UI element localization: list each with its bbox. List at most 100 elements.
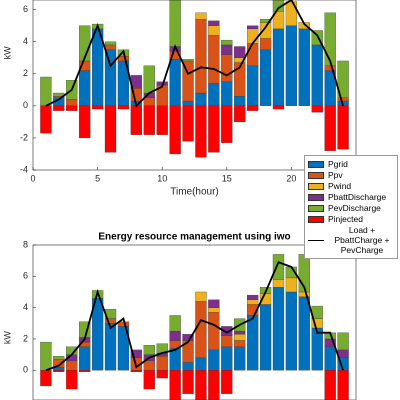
bar-segment: [221, 346, 233, 371]
bar-segment: [195, 105, 207, 158]
bar-segment: [104, 105, 117, 153]
bar-segment: [169, 59, 181, 106]
bar-segment: [195, 370, 207, 400]
y-axis-label: kW: [2, 331, 12, 345]
bar-segment: [246, 294, 259, 300]
bar-segment: [259, 49, 272, 106]
y-tick-label: 6: [23, 4, 28, 14]
y-tick-label: 0: [23, 100, 28, 110]
bar-segment: [298, 291, 310, 297]
axes-frame: [32, 0, 357, 171]
bar-segment: [53, 356, 65, 360]
bar-segment: [246, 25, 259, 30]
bar-segment: [259, 38, 272, 50]
bar-segment: [311, 105, 323, 113]
x-tick-label: 0: [30, 173, 35, 183]
bar-segment: [298, 296, 310, 371]
bar-segment: [324, 105, 336, 151]
bar-segment: [234, 46, 246, 58]
bar-segment: [156, 370, 168, 379]
x-axis-label: Time(hour): [170, 187, 219, 198]
legend-swatch: [308, 182, 324, 190]
legend-label: Pwind: [328, 181, 352, 191]
chart-title: Energy resource management using iwo: [98, 232, 290, 243]
bar-segment: [272, 287, 285, 371]
bar-segment: [195, 291, 207, 302]
bar-segment: [311, 327, 323, 371]
bar-segment: [208, 307, 220, 313]
bar-segment: [221, 54, 233, 82]
bar-segment: [208, 105, 220, 153]
bar-segment: [311, 44, 323, 106]
bar-segment: [337, 332, 349, 351]
bar-segment: [259, 304, 272, 371]
bar-segment: [169, 370, 181, 400]
bar-segment: [40, 341, 52, 371]
legend-entry: Pwind: [308, 181, 397, 191]
bar-segment: [324, 346, 336, 371]
bar-segment: [208, 312, 220, 351]
bar-segment: [259, 19, 272, 23]
bar-segment: [234, 334, 246, 341]
legend-label: Pinjected: [328, 214, 363, 224]
bar-segment: [156, 356, 168, 371]
bar-segment: [208, 25, 220, 36]
bar-segment: [40, 370, 52, 387]
bar-segment: [337, 370, 349, 400]
legend-swatch: [308, 239, 324, 241]
legend-label: Load + PbattCharge + PevCharge: [334, 225, 390, 255]
axes: [33, 0, 356, 170]
x-tick-label: 5: [95, 173, 100, 183]
bar-segment: [182, 59, 194, 62]
legend-label: Ppv: [328, 170, 343, 180]
bar-segment: [208, 370, 220, 400]
x-tick-label: 15: [222, 173, 232, 183]
y-axis-label: kW: [2, 46, 12, 60]
bar-segment: [234, 346, 246, 371]
bar-segment: [324, 12, 336, 66]
bar-segment: [53, 370, 65, 372]
bar-segment: [324, 370, 336, 400]
bar-segment: [246, 315, 259, 371]
bar-segment: [272, 254, 285, 280]
legend-swatch: [308, 215, 324, 223]
bar-segment: [143, 345, 155, 355]
legend-swatch: [308, 160, 324, 168]
y-tick-label: -2: [20, 132, 28, 142]
bar-segment: [246, 105, 259, 111]
bar-segment: [182, 100, 194, 106]
legend: Pgrid Ppv Pwind PbattDischarge PevDischarge P…: [304, 155, 398, 259]
bar-segment: [130, 370, 143, 372]
y-tick-label: -4: [20, 164, 28, 174]
y-tick-label: 4: [23, 36, 28, 46]
bar-segment: [195, 357, 207, 371]
line-series: [45, 0, 344, 108]
bar-segment: [246, 28, 259, 44]
bar-segment: [66, 105, 78, 111]
bar-segment: [272, 28, 285, 106]
bar-segment: [104, 49, 117, 106]
bar-segment: [234, 105, 246, 123]
bar-segment: [182, 362, 194, 371]
bar-segment: [208, 83, 220, 106]
legend-entry: PevDischarge: [308, 203, 397, 213]
bar-segment: [40, 105, 52, 134]
bar-segment: [195, 301, 207, 358]
bar-segment: [79, 346, 91, 371]
y-tick-label: 0: [23, 365, 28, 375]
bar-segment: [182, 105, 194, 142]
bar-segment: [195, 19, 207, 94]
bar-segment: [234, 330, 246, 335]
bar-segment: [182, 370, 194, 394]
bar-segment: [208, 35, 220, 84]
bar-segment: [246, 65, 259, 106]
bar-segment: [234, 96, 246, 106]
legend-entry: Ppv: [308, 170, 397, 180]
bar-segment: [104, 323, 117, 371]
bar-segment: [143, 370, 155, 390]
bar-segment: [195, 92, 207, 106]
x-tick-label: 20: [286, 173, 296, 183]
legend-entry: Pinjected: [308, 214, 397, 224]
bar-segment: [272, 105, 285, 110]
